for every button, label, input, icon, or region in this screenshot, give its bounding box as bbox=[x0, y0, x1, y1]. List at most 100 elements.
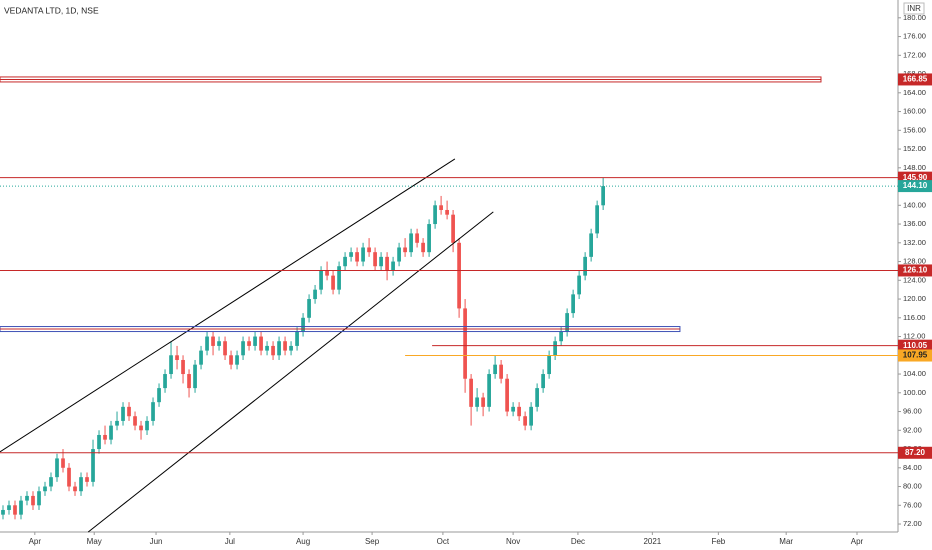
candle-body bbox=[145, 420, 149, 431]
candle-body bbox=[475, 397, 479, 407]
candle-body bbox=[577, 275, 581, 295]
price-badge-label: 107.95 bbox=[903, 351, 928, 360]
candle-body bbox=[295, 331, 299, 346]
candle-body bbox=[163, 374, 167, 389]
candle-body bbox=[505, 378, 509, 412]
candle-body bbox=[463, 308, 467, 379]
candle-body bbox=[595, 205, 599, 234]
candle-body bbox=[253, 336, 257, 346]
candle-body bbox=[175, 355, 179, 360]
price-badge-label: 145.90 bbox=[903, 173, 928, 182]
candle-body bbox=[205, 336, 209, 351]
y-tick-label: 140.00 bbox=[903, 200, 926, 209]
candle-body bbox=[529, 406, 533, 426]
price-badge bbox=[898, 264, 932, 277]
y-tick-label: 172.00 bbox=[903, 50, 926, 59]
candle-body bbox=[433, 205, 437, 225]
candle-body bbox=[553, 341, 557, 356]
candle-body bbox=[13, 505, 17, 515]
price-badge-label: 144.10 bbox=[903, 181, 928, 190]
price-badge bbox=[898, 180, 932, 193]
candle-body bbox=[151, 402, 155, 421]
candle-body bbox=[241, 341, 245, 356]
candle-body bbox=[79, 477, 83, 492]
candle-body bbox=[31, 495, 35, 506]
candle-body bbox=[49, 477, 53, 487]
candle-body bbox=[571, 294, 575, 314]
candle-body bbox=[343, 256, 347, 267]
candle-body bbox=[487, 374, 491, 407]
price-badge bbox=[898, 446, 932, 459]
x-tick-label: Dec bbox=[571, 537, 585, 546]
candle-body bbox=[217, 341, 221, 346]
candle-body bbox=[43, 486, 47, 492]
candle-body bbox=[391, 261, 395, 271]
candle-body bbox=[445, 209, 449, 215]
candle-body bbox=[25, 495, 29, 501]
candle-body bbox=[277, 341, 281, 356]
candle-body bbox=[541, 374, 545, 389]
candle-body bbox=[397, 247, 401, 262]
x-tick-label: Mar bbox=[779, 537, 793, 546]
candle-body bbox=[61, 458, 65, 468]
y-tick-label: 76.00 bbox=[903, 500, 922, 509]
candle-body bbox=[349, 252, 353, 257]
candle-body bbox=[121, 406, 125, 421]
candle-body bbox=[469, 378, 473, 407]
y-tick-label: 120.00 bbox=[903, 294, 926, 303]
candle-body bbox=[259, 336, 263, 351]
y-tick-label: 164.00 bbox=[903, 88, 926, 97]
y-tick-label: 116.00 bbox=[903, 313, 925, 322]
y-tick-label: 148.00 bbox=[903, 163, 926, 172]
candle-body bbox=[55, 458, 59, 478]
candle-body bbox=[367, 247, 371, 253]
y-tick-label: 96.00 bbox=[903, 407, 922, 416]
candle-body bbox=[19, 500, 23, 515]
candle-body bbox=[73, 486, 77, 492]
candle-body bbox=[373, 252, 377, 267]
price-badge-label: 166.85 bbox=[903, 75, 928, 84]
x-tick-label: Apr bbox=[851, 537, 864, 546]
x-tick-label: Nov bbox=[506, 537, 520, 546]
candle-body bbox=[97, 434, 101, 450]
candle-body bbox=[547, 355, 551, 375]
candle-body bbox=[559, 331, 563, 342]
y-tick-label: 100.00 bbox=[903, 388, 926, 397]
x-tick-label: Jul bbox=[225, 537, 235, 546]
price-badge-label: 126.10 bbox=[903, 266, 928, 275]
candle-body bbox=[535, 388, 539, 407]
candle-body bbox=[589, 233, 593, 257]
candle-body bbox=[523, 416, 527, 426]
candle-body bbox=[319, 270, 323, 290]
x-tick-label: Aug bbox=[296, 537, 310, 546]
candle-body bbox=[1, 509, 5, 515]
y-tick-label: 84.00 bbox=[903, 463, 922, 472]
x-tick-label: Sep bbox=[365, 537, 380, 546]
candle-body bbox=[37, 491, 41, 506]
candle-body bbox=[271, 345, 275, 356]
candle-body bbox=[385, 256, 389, 271]
candle-body bbox=[313, 289, 317, 300]
currency-box bbox=[903, 2, 925, 15]
candle-body bbox=[187, 374, 191, 389]
y-tick-label: 80.00 bbox=[903, 482, 922, 491]
x-tick-label: Feb bbox=[711, 537, 725, 546]
candle-body bbox=[583, 256, 587, 276]
candle-body bbox=[235, 355, 239, 365]
candle-body bbox=[355, 252, 359, 262]
y-tick-label: 104.00 bbox=[903, 369, 926, 378]
x-tick-label: 2021 bbox=[643, 537, 661, 546]
y-tick-label: 160.00 bbox=[903, 107, 926, 116]
candle-body bbox=[127, 406, 131, 417]
candle-body bbox=[565, 313, 569, 332]
candle-body bbox=[451, 214, 455, 243]
x-tick-label: Apr bbox=[29, 537, 42, 546]
y-tick-label: 132.00 bbox=[903, 238, 926, 247]
candle-body bbox=[499, 364, 503, 379]
candle-body bbox=[289, 345, 293, 351]
candle-body bbox=[409, 233, 413, 253]
candle-body bbox=[517, 406, 521, 417]
candle-body bbox=[169, 355, 173, 375]
